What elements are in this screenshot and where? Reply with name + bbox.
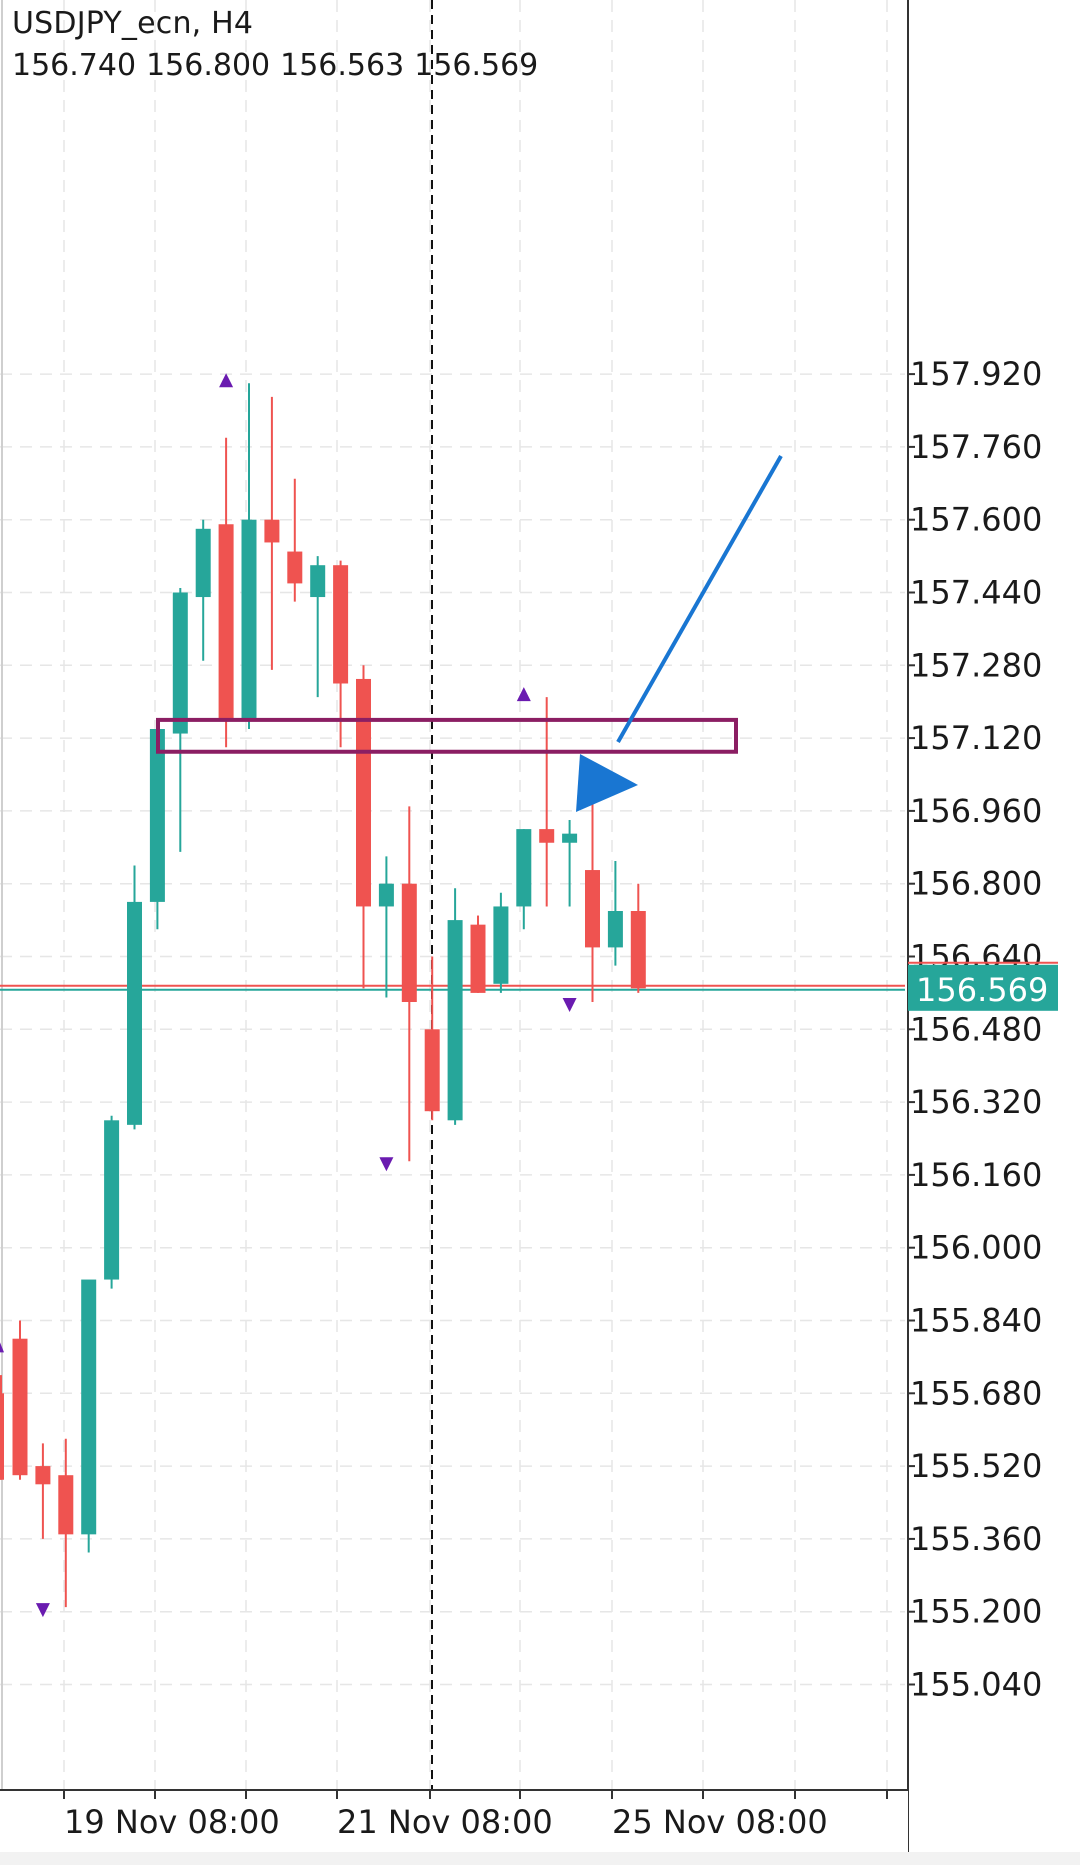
arrow-head-icon[interactable] xyxy=(576,753,638,812)
bearish-candle xyxy=(424,1029,440,1112)
high-value: 156.800 xyxy=(146,48,271,83)
price-tick-label: 156.480 xyxy=(910,1010,1042,1048)
low-value: 156.563 xyxy=(280,48,405,83)
price-tick-label: 157.120 xyxy=(910,719,1042,757)
time-axis: 19 Nov 08:00 21 Nov 08:00 25 Nov 08:00 xyxy=(0,1789,1080,1865)
grid-layer xyxy=(0,0,905,1790)
bullish-candle xyxy=(378,883,394,907)
bearish-candle xyxy=(287,551,303,584)
price-tick-label: 157.440 xyxy=(910,574,1042,612)
time-tick-label: 25 Nov 08:00 xyxy=(612,1803,828,1841)
time-tick-label: 19 Nov 08:00 xyxy=(64,1803,280,1841)
fractal-up-icon xyxy=(0,1342,4,1353)
bearish-candle xyxy=(585,870,600,948)
bullish-candle xyxy=(149,729,165,902)
bullish-candle xyxy=(195,528,211,598)
fractal-markers-layer xyxy=(0,373,577,1618)
bullish-candle xyxy=(607,911,623,948)
price-tick-label: 157.760 xyxy=(910,428,1042,466)
bullish-candle xyxy=(81,1279,97,1535)
bullish-candle xyxy=(562,833,578,843)
bearish-candle xyxy=(12,1338,28,1476)
bearish-candle xyxy=(264,519,280,543)
price-tick-label: 155.040 xyxy=(910,1666,1042,1704)
bullish-candle xyxy=(447,920,463,1121)
price-tick-label: 155.360 xyxy=(910,1520,1042,1558)
bottom-bar xyxy=(0,1852,1080,1865)
bearish-candle xyxy=(630,911,646,989)
bearish-candle xyxy=(218,524,234,720)
bearish-candle xyxy=(58,1475,74,1535)
price-tick-label: 157.600 xyxy=(910,501,1042,539)
price-tick-label: 156.160 xyxy=(910,1156,1042,1194)
ohlc-readout: 156.740 156.800 156.563 156.569 xyxy=(12,48,548,83)
bullish-candle xyxy=(127,901,142,1125)
resistance-zone-rectangle[interactable] xyxy=(156,717,738,754)
price-tick-label: 156.320 xyxy=(910,1083,1042,1121)
price-tick-label: 156.960 xyxy=(910,792,1042,830)
price-tick-label: 155.520 xyxy=(910,1447,1042,1485)
bullish-candle xyxy=(493,906,509,984)
bearish-candle xyxy=(333,565,349,684)
time-separator-layer xyxy=(0,0,905,1790)
bullish-candle xyxy=(310,565,326,598)
bearish-candle xyxy=(470,924,486,993)
price-axis-background xyxy=(908,0,1080,1865)
price-tick-label: 156.000 xyxy=(910,1229,1042,1267)
bullish-candle xyxy=(241,519,257,720)
price-axis: 157.920 157.760 157.600 157.440 157.280 157.1… xyxy=(907,0,1080,1865)
current-price-label: 156.569 xyxy=(916,971,1048,1009)
partial-candle-body xyxy=(0,1393,4,1480)
candles-layer xyxy=(0,383,646,1608)
price-tick-label: 155.200 xyxy=(910,1593,1042,1631)
fractal-up-icon xyxy=(219,373,234,388)
trend-arrow-line[interactable] xyxy=(616,455,783,743)
symbol-title: USDJPY_ecn, H4 xyxy=(12,6,254,41)
bullish-candle xyxy=(516,829,532,907)
bearish-candle xyxy=(35,1466,51,1485)
open-value: 156.740 xyxy=(12,48,137,83)
price-tick-label: 157.280 xyxy=(910,646,1042,684)
time-tick-label: 21 Nov 08:00 xyxy=(337,1803,553,1841)
current-price-badge xyxy=(908,964,1058,1011)
price-tick-label: 155.680 xyxy=(910,1374,1042,1412)
bullish-candle xyxy=(172,592,188,734)
bearish-candle xyxy=(401,883,417,1002)
bearish-candle xyxy=(356,678,371,907)
fractal-up-icon xyxy=(516,687,531,702)
fractal-down-icon xyxy=(379,1157,394,1172)
price-tick-label: 157.920 xyxy=(910,355,1042,393)
price-tick-label: 156.800 xyxy=(910,865,1042,903)
bullish-candle xyxy=(104,1120,120,1280)
close-value: 156.569 xyxy=(414,48,539,83)
drawings-layer[interactable] xyxy=(156,455,783,812)
fractal-down-icon xyxy=(35,1603,50,1618)
fractal-down-icon xyxy=(562,998,577,1012)
bearish-candle xyxy=(539,829,555,843)
price-tick-label: 155.840 xyxy=(910,1302,1042,1340)
